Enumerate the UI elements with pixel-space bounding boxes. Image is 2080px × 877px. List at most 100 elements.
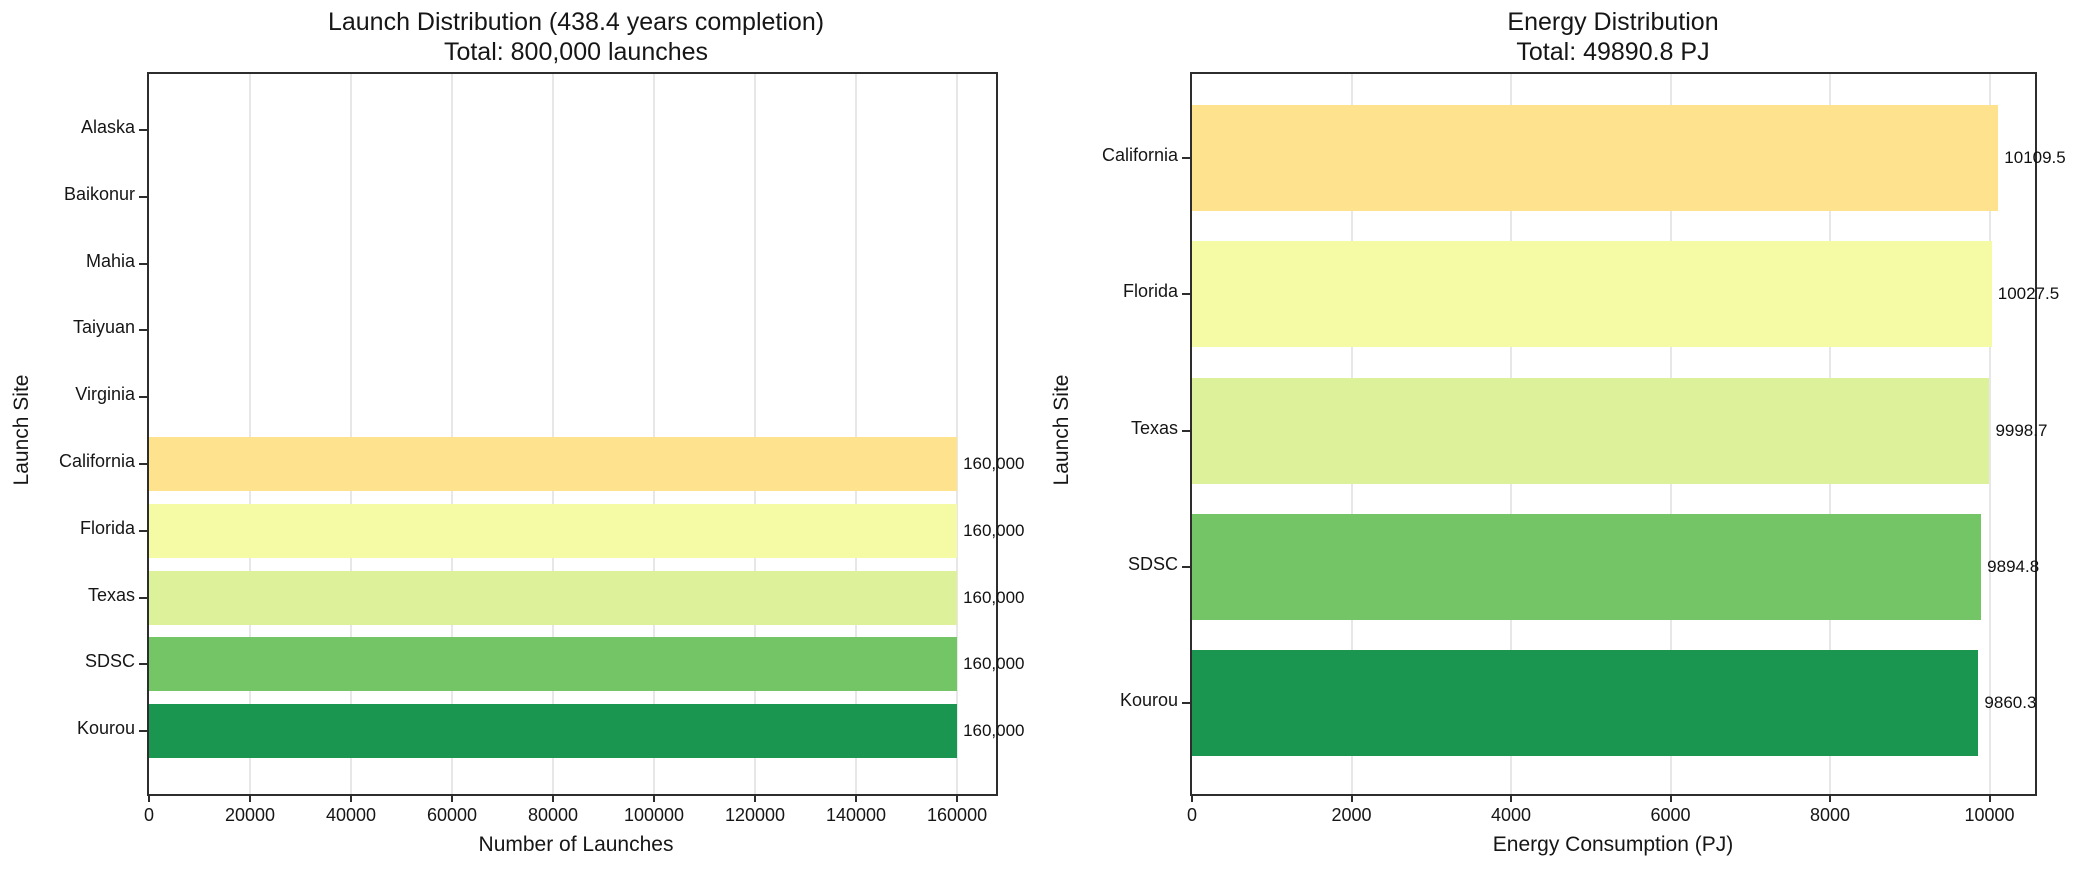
bar-value-label-texas: 9998.7 — [1995, 420, 2048, 440]
y-tick-mark — [1182, 293, 1190, 296]
x-tick-mark — [1350, 794, 1353, 802]
y-tick-mark — [139, 463, 147, 465]
y-tick-label-florida: Florida — [1122, 281, 1178, 302]
y-tick-label-sdsc: SDSC — [84, 651, 135, 672]
y-tick-label-alaska: Alaska — [80, 117, 135, 137]
y-tick-mark — [139, 195, 147, 198]
x-tick-mark — [552, 794, 555, 802]
y-tick-mark — [139, 396, 147, 399]
y-tick-label-california: California — [1101, 145, 1178, 165]
y-tick-label-virginia: Virginia — [75, 384, 135, 405]
x-tick-mark — [754, 794, 757, 802]
x-tick-label: 80000 — [528, 805, 579, 825]
x-tick-label: 0 — [143, 805, 155, 825]
y-tick-mark — [1182, 157, 1190, 159]
energy-x-axis-label: Energy Consumption (PJ) — [1492, 833, 1734, 856]
bar-california — [1192, 105, 1999, 211]
gridline — [249, 74, 251, 794]
y-tick-label-sdsc: SDSC — [1127, 553, 1178, 574]
launch-plot-area: 160,000 160,000 160,000 160,000 160,000 — [139, 72, 1025, 802]
x-tick-label: 60000 — [426, 805, 478, 825]
x-tick-label: 40000 — [325, 805, 377, 825]
energy-chart-title-block: Energy Distribution Total: 49890.8 PJ — [1163, 7, 2063, 67]
gridline — [653, 74, 656, 794]
y-tick-mark — [139, 596, 147, 599]
x-tick-label: 20000 — [224, 805, 276, 825]
energy-chart-title: Energy Distribution — [1507, 8, 1719, 36]
y-tick-label-baikonur: Baikonur — [63, 183, 135, 204]
x-tick-mark — [451, 794, 454, 802]
y-tick-label-california: California — [58, 451, 135, 471]
bar-sdsc — [149, 637, 958, 692]
x-tick-label: 8000 — [1810, 805, 1851, 825]
x-tick-label: 2000 — [1331, 805, 1372, 825]
gridline — [350, 74, 353, 794]
x-tick-mark — [350, 794, 353, 802]
y-tick-label-kourou: Kourou — [1119, 690, 1178, 710]
x-tick-mark — [653, 794, 656, 802]
y-tick-mark — [139, 329, 147, 332]
x-tick-mark — [1669, 794, 1672, 802]
x-tick-mark — [249, 794, 251, 802]
bar-value-label-texas: 160,000 — [963, 587, 1025, 607]
bar-value-label-california: 160,000 — [963, 454, 1025, 473]
x-tick-mark — [148, 794, 150, 802]
bar-value-label-florida: 160,000 — [963, 520, 1025, 540]
y-tick-label-texas: Texas — [1130, 417, 1178, 438]
gridline — [451, 74, 454, 794]
x-tick-label: 0 — [1186, 805, 1198, 825]
x-tick-label: 6000 — [1650, 805, 1691, 825]
bar-florida — [149, 503, 958, 558]
bar-sdsc — [1192, 513, 1982, 620]
y-tick-label-kourou: Kourou — [76, 718, 135, 739]
x-tick-label: 100000 — [623, 805, 685, 825]
y-tick-label-taiyuan: Taiyuan — [72, 317, 135, 338]
y-tick-label-texas: Texas — [87, 584, 135, 605]
gridline — [1988, 74, 1991, 794]
gridline — [552, 74, 555, 794]
launch-chart-title: Launch Distribution (438.4 years complet… — [327, 8, 825, 36]
energy-plot-area: 10109.5 10027.5 9998.7 9894.8 9860.3 — [1182, 72, 2066, 802]
y-tick-mark — [139, 129, 147, 131]
x-tick-mark — [1829, 794, 1832, 802]
bar-value-label-sdsc: 160,000 — [963, 654, 1025, 674]
x-tick-label: 4000 — [1490, 805, 1532, 825]
y-tick-mark — [139, 262, 147, 265]
bar-value-label-california: 10109.5 — [2004, 148, 2066, 167]
y-tick-mark — [139, 663, 147, 666]
y-tick-label-mahia: Mahia — [85, 250, 135, 271]
bar-value-label-florida: 10027.5 — [1997, 284, 2060, 304]
y-tick-mark — [139, 730, 147, 733]
bar-value-label-sdsc: 9894.8 — [1987, 556, 2040, 576]
bar-california — [149, 437, 958, 491]
y-tick-mark — [1182, 429, 1190, 432]
launch-x-axis-label: Number of Launches — [478, 833, 674, 856]
x-tick-label: 120000 — [725, 805, 786, 825]
launch-chart-subtitle: Total: 800,000 launches — [443, 38, 709, 66]
y-tick-label-florida: Florida — [79, 517, 135, 538]
x-tick-mark — [956, 794, 959, 802]
x-tick-label: 160000 — [927, 805, 988, 825]
y-tick-mark — [139, 529, 147, 532]
bar-kourou — [1192, 650, 1979, 756]
y-tick-mark — [1182, 565, 1190, 568]
gridline — [956, 74, 959, 794]
bar-value-label-kourou: 9860.3 — [1984, 693, 2037, 712]
bar-kourou — [149, 704, 958, 759]
gridline — [855, 74, 858, 794]
x-tick-mark — [1988, 794, 1991, 802]
x-tick-mark — [855, 794, 858, 802]
bar-value-label-kourou: 160,000 — [963, 721, 1025, 741]
bar-texas — [1192, 377, 1990, 484]
energy-chart-subtitle: Total: 49890.8 PJ — [1516, 38, 1710, 66]
launch-chart-title-block: Launch Distribution (438.4 years complet… — [126, 7, 1026, 67]
bar-texas — [149, 570, 958, 625]
x-tick-label: 140000 — [826, 805, 887, 825]
y-tick-mark — [1182, 702, 1190, 704]
bar-florida — [1192, 241, 1992, 348]
x-tick-mark — [1191, 794, 1193, 802]
gridline — [754, 74, 757, 794]
